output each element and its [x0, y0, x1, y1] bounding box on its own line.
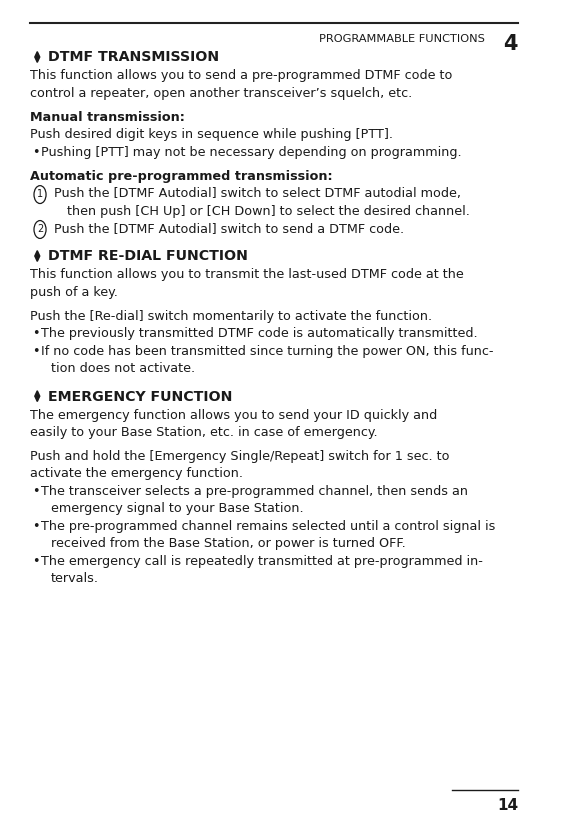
Text: Pushing [PTT] may not be necessary depending on programming.: Pushing [PTT] may not be necessary depen…: [41, 146, 462, 159]
Text: 2: 2: [37, 224, 43, 233]
Text: tion does not activate.: tion does not activate.: [51, 362, 195, 375]
Text: PROGRAMMABLE FUNCTIONS: PROGRAMMABLE FUNCTIONS: [319, 34, 485, 44]
Text: This function allows you to send a pre-programmed DTMF code to: This function allows you to send a pre-p…: [30, 69, 453, 82]
Text: control a repeater, open another transceiver’s squelch, etc.: control a repeater, open another transce…: [30, 87, 412, 100]
Text: DTMF TRANSMISSION: DTMF TRANSMISSION: [48, 51, 220, 64]
Text: then push [CH Up] or [CH Down] to select the desired channel.: then push [CH Up] or [CH Down] to select…: [67, 205, 470, 218]
Text: The transceiver selects a pre-programmed channel, then sends an: The transceiver selects a pre-programmed…: [41, 485, 468, 498]
Text: Push desired digit keys in sequence while pushing [PTT].: Push desired digit keys in sequence whil…: [30, 128, 393, 141]
Text: •: •: [32, 345, 39, 358]
Text: 14: 14: [497, 798, 518, 813]
Text: •: •: [32, 555, 39, 568]
Text: Push and hold the [Emergency Single/Repeat] switch for 1 sec. to: Push and hold the [Emergency Single/Repe…: [30, 450, 450, 463]
Text: Push the [DTMF Autodial] switch to send a DTMF code.: Push the [DTMF Autodial] switch to send …: [54, 222, 404, 235]
Text: This function allows you to transmit the last-used DTMF code at the: This function allows you to transmit the…: [30, 268, 464, 282]
Text: The previously transmitted DTMF code is automatically transmitted.: The previously transmitted DTMF code is …: [41, 327, 478, 340]
Text: If no code has been transmitted since turning the power ON, this func-: If no code has been transmitted since tu…: [41, 345, 493, 358]
Text: DTMF RE-DIAL FUNCTION: DTMF RE-DIAL FUNCTION: [48, 250, 248, 264]
Text: emergency signal to your Base Station.: emergency signal to your Base Station.: [51, 503, 304, 516]
Text: Push the [Re-dial] switch momentarily to activate the function.: Push the [Re-dial] switch momentarily to…: [30, 310, 432, 323]
Text: received from the Base Station, or power is turned OFF.: received from the Base Station, or power…: [51, 538, 406, 550]
Text: easily to your Base Station, etc. in case of emergency.: easily to your Base Station, etc. in cas…: [30, 426, 378, 439]
Text: The emergency call is repeatedly transmitted at pre-programmed in-: The emergency call is repeatedly transmi…: [41, 555, 483, 568]
Text: EMERGENCY FUNCTION: EMERGENCY FUNCTION: [48, 389, 232, 403]
Text: activate the emergency function.: activate the emergency function.: [30, 468, 243, 481]
Text: The pre-programmed channel remains selected until a control signal is: The pre-programmed channel remains selec…: [41, 520, 495, 533]
Text: push of a key.: push of a key.: [30, 286, 118, 299]
Text: tervals.: tervals.: [51, 572, 99, 585]
Text: 1: 1: [37, 188, 43, 199]
Text: Manual transmission:: Manual transmission:: [30, 111, 185, 124]
Polygon shape: [35, 51, 40, 62]
Text: Automatic pre-programmed transmission:: Automatic pre-programmed transmission:: [30, 170, 333, 183]
Text: •: •: [32, 146, 39, 159]
Polygon shape: [35, 251, 40, 261]
Text: •: •: [32, 485, 39, 498]
Text: 4: 4: [503, 34, 518, 54]
Text: •: •: [32, 327, 39, 340]
Text: •: •: [32, 520, 39, 533]
Polygon shape: [35, 391, 40, 401]
Text: The emergency function allows you to send your ID quickly and: The emergency function allows you to sen…: [30, 409, 437, 422]
Text: Push the [DTMF Autodial] switch to select DTMF autodial mode,: Push the [DTMF Autodial] switch to selec…: [54, 187, 461, 200]
